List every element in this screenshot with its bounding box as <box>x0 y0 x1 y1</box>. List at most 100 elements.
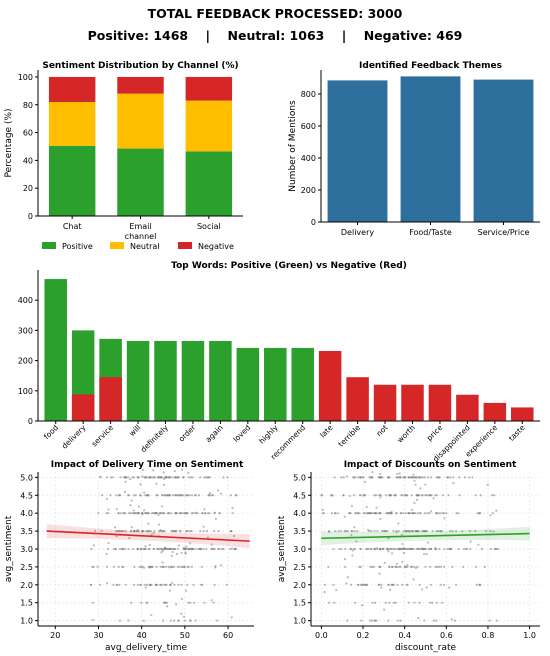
discount-point <box>346 619 349 622</box>
discount-point <box>484 529 488 533</box>
delivery-point <box>180 468 184 471</box>
delivery-point <box>153 476 156 479</box>
discount-point <box>412 476 415 479</box>
discount-point <box>348 512 351 515</box>
delivery-point <box>212 601 215 604</box>
delivery-x-axis-label: avg_delivery_time <box>105 643 187 653</box>
sentiment-y-tick-label: 60 <box>23 129 33 138</box>
delivery-point <box>140 512 144 515</box>
delivery-point <box>145 601 148 604</box>
discount-point <box>356 512 359 515</box>
words-chart: Top Words: Positive (Green) vs Negative … <box>18 261 540 464</box>
delivery-point <box>146 476 149 479</box>
discount-point <box>429 547 433 551</box>
delivery-point <box>162 565 165 569</box>
discount-point <box>361 604 364 607</box>
words-x-tick-label: order <box>177 422 198 443</box>
delivery-point <box>229 529 232 533</box>
delivery-point <box>137 529 141 533</box>
delivery-point <box>147 565 150 569</box>
discount-x-tick-label: 0.4 <box>398 631 411 640</box>
delivery-point <box>134 494 137 497</box>
delivery-point <box>186 529 190 533</box>
delivery-point <box>184 552 187 555</box>
delivery-point <box>192 583 195 586</box>
delivery-point <box>165 476 168 479</box>
word-bar-negative-price <box>428 384 452 421</box>
delivery-point <box>138 565 141 569</box>
discount-point <box>368 476 371 479</box>
delivery-point <box>168 583 171 586</box>
word-bar-negative-service <box>99 377 122 421</box>
delivery-point <box>120 529 123 533</box>
discount-point <box>356 529 359 533</box>
discount-point <box>418 583 421 586</box>
discount-point <box>414 512 417 515</box>
delivery-point <box>93 529 97 533</box>
discount-point <box>365 547 368 551</box>
discount-point <box>397 522 400 525</box>
delivery-point <box>220 547 224 551</box>
delivery-point <box>200 565 203 569</box>
discount-point <box>416 529 420 533</box>
discount-point <box>489 529 492 533</box>
discount-point <box>489 547 492 551</box>
delivery-point <box>191 547 194 551</box>
delivery-point <box>129 512 132 515</box>
themes-y-tick-label: 600 <box>301 122 316 131</box>
discount-point <box>431 529 434 533</box>
discount-point <box>356 476 359 479</box>
discount-point <box>420 529 423 533</box>
discount-point <box>348 494 351 498</box>
discount-point <box>423 553 426 556</box>
discount-point <box>387 619 390 622</box>
discount-point <box>424 547 427 551</box>
discount-point <box>384 494 388 497</box>
discount-point <box>379 494 382 497</box>
delivery-point <box>162 483 166 486</box>
discount-point <box>359 547 363 551</box>
discount-x-tick-label: 1.0 <box>523 631 536 640</box>
discount-point <box>461 565 465 569</box>
sentiment-bar-negative-email <box>117 76 164 94</box>
discount-point <box>452 476 455 479</box>
delivery-point <box>135 529 138 533</box>
delivery-trend-line <box>46 530 250 542</box>
discount-point <box>495 619 498 622</box>
word-bar-positive-recommend <box>291 347 314 421</box>
delivery-point <box>185 529 188 533</box>
discount-point <box>430 510 433 513</box>
discount-point <box>344 565 347 569</box>
delivery-point <box>123 512 126 515</box>
discount-point <box>446 476 450 479</box>
discount-point <box>475 583 478 586</box>
discount-point <box>406 583 409 586</box>
discount-point <box>380 583 383 586</box>
delivery-point <box>219 564 223 567</box>
discount-point <box>438 476 441 479</box>
delivery-point <box>112 547 115 551</box>
discount-point <box>480 547 484 551</box>
themes-y-tick-label: 800 <box>301 90 316 99</box>
discount-point <box>410 512 414 515</box>
delivery-y-tick-label: 4.5 <box>20 491 33 500</box>
discount-point <box>378 565 381 569</box>
discount-point <box>377 583 381 586</box>
delivery-point <box>222 547 225 551</box>
discount-point <box>426 512 429 515</box>
sentiment-y-tick-label: 0 <box>28 212 33 221</box>
delivery-point <box>171 547 175 551</box>
delivery-point <box>180 583 183 586</box>
delivery-point <box>148 547 151 551</box>
discount-point <box>370 619 374 622</box>
discount-point <box>379 517 382 520</box>
discount-point <box>474 565 478 569</box>
discount-chart-title: Impact of Discounts on Sentiment <box>344 460 517 470</box>
delivery-point <box>133 565 136 569</box>
delivery-point <box>91 601 95 604</box>
delivery-point <box>206 536 209 539</box>
discount-y-tick-label: 1.5 <box>293 599 306 608</box>
delivery-point <box>146 512 149 515</box>
